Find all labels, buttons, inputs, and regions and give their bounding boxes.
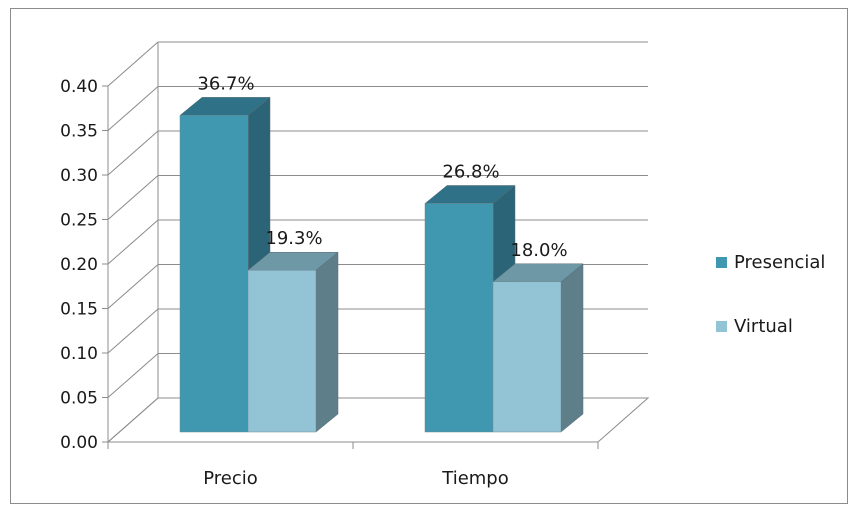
bar-virtual-precio [247, 251, 339, 433]
y-tick-label: 0.30 [60, 166, 98, 186]
y-tick-label: 0.40 [60, 77, 98, 97]
y-tick-label: 0.05 [60, 389, 98, 409]
axes [102, 42, 599, 449]
y-tick-label: 0.20 [60, 255, 98, 275]
y-tick-label: 0.35 [60, 122, 98, 142]
category-label-tiempo: Tiempo [441, 468, 509, 489]
y-axis-tick-labels: 0.00 0.05 0.10 0.15 0.20 0.25 0.30 0.35 0.40 [60, 77, 98, 453]
data-label-presencial-tiempo: 26.8% [442, 161, 499, 182]
gridline-side [107, 397, 159, 443]
gridline-side [107, 264, 159, 309]
bar-side-face [560, 263, 584, 433]
bar-front-face [424, 203, 494, 433]
data-labels: 36.7% 19.3% 26.8% 18.0% [197, 73, 567, 260]
gridline-side [107, 130, 159, 176]
data-label-virtual-tiempo: 18.0% [510, 240, 567, 261]
bars [179, 96, 584, 433]
gridline-side [107, 308, 159, 354]
legend-swatch-presencial [716, 257, 727, 268]
y-tick-label: 0.15 [60, 300, 98, 320]
bar-side-face [315, 251, 339, 433]
category-label-precio: Precio [203, 468, 258, 489]
data-label-virtual-precio: 19.3% [265, 228, 322, 249]
bar-front-face [492, 281, 562, 433]
y-tick-label: 0.10 [60, 344, 98, 364]
bar-front-face [179, 115, 249, 433]
bar-virtual-tiempo [492, 263, 584, 433]
gridline-side [107, 175, 159, 220]
x-axis-category-labels: Precio Tiempo [203, 468, 509, 489]
y-tick-label: 0.00 [60, 433, 98, 453]
data-label-presencial-precio: 36.7% [197, 73, 254, 94]
legend-label-presencial: Presencial [734, 252, 825, 273]
gridline-side [107, 86, 159, 131]
legend-swatch-virtual [716, 321, 727, 332]
bar-front-face [247, 269, 317, 433]
gridline-side [107, 353, 159, 398]
gridline-side [107, 41, 159, 87]
y-tick-label: 0.25 [60, 211, 98, 231]
gridline-side [107, 219, 159, 265]
legend: Presencial Virtual [716, 252, 825, 337]
legend-label-virtual: Virtual [734, 316, 793, 337]
